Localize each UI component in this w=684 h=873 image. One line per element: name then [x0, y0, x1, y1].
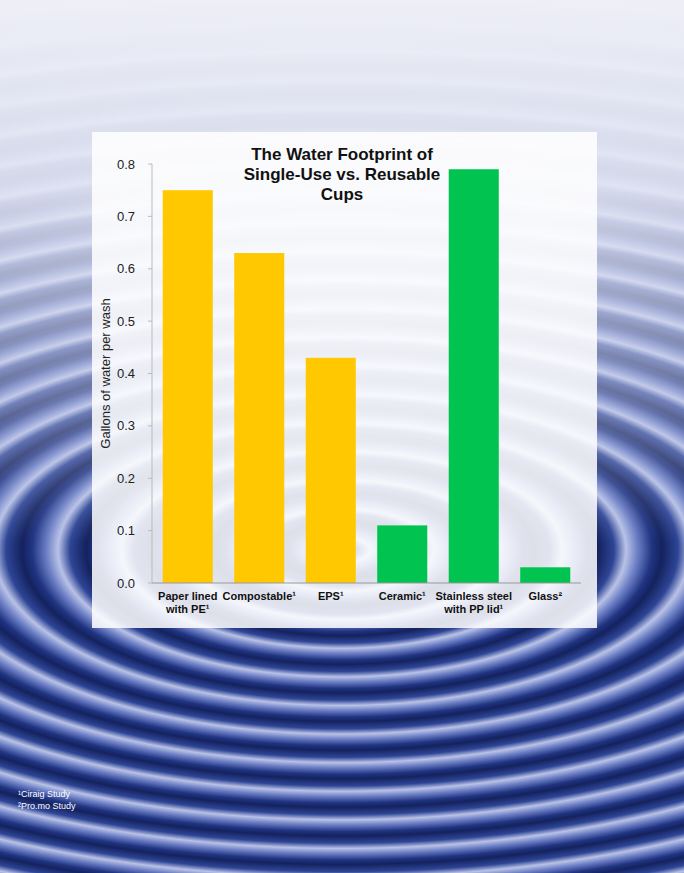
- y-tick: [148, 478, 152, 479]
- title-line: The Water Footprint of: [251, 145, 433, 164]
- y-tick-label: 0.4: [117, 366, 135, 381]
- title: The Water Footprint ofSingle-Use vs. Reu…: [244, 145, 441, 204]
- x-tick-label-line: Stainless steel: [436, 590, 512, 602]
- bar: [449, 169, 499, 583]
- x-tick-label: EPS¹: [318, 590, 344, 602]
- bar: [520, 567, 570, 583]
- panel: [92, 132, 597, 628]
- bar: [163, 190, 213, 583]
- x-tick-label: Glass²: [528, 590, 562, 602]
- y-axis-title: Gallons of water per wash: [98, 298, 113, 448]
- y-tick-label: 0.3: [117, 418, 135, 433]
- bar: [306, 358, 356, 583]
- title-line: Single-Use vs. Reusable: [244, 165, 441, 184]
- y-tick-label: 0.7: [117, 209, 135, 224]
- x-tick-label: Compostable¹: [223, 590, 297, 602]
- x-tick-label-line: with PE¹: [165, 603, 210, 615]
- y-tick: [148, 583, 152, 584]
- x-axis-line: [152, 583, 581, 584]
- footnote: ²Pro.mo Study: [18, 801, 76, 811]
- y-tick: [148, 425, 152, 426]
- chart: The Water Footprint ofSingle-Use vs. Reu…: [0, 0, 684, 873]
- x-tick-label: Stainless steelwith PP lid¹: [436, 590, 512, 615]
- y-tick: [148, 373, 152, 374]
- y-tick: [148, 530, 152, 531]
- bars: [163, 169, 571, 583]
- title-line: Cups: [321, 185, 364, 204]
- y-tick: [148, 321, 152, 322]
- bar: [377, 525, 427, 583]
- footnote: ¹Ciraig Study: [18, 789, 71, 799]
- x-tick-label-line: with PP lid¹: [443, 603, 503, 615]
- y-tick-label: 0.2: [117, 471, 135, 486]
- x-tick-label: Paper linedwith PE¹: [158, 590, 217, 615]
- y-tick-label: 0.0: [117, 576, 135, 591]
- y-tick-label: 0.1: [117, 523, 135, 538]
- y-tick: [148, 164, 152, 165]
- y-tick-label: 0.6: [117, 261, 135, 276]
- y-tick-label: 0.8: [117, 157, 135, 172]
- bar: [234, 253, 284, 583]
- x-tick-label-line: Paper lined: [158, 590, 217, 602]
- y-tick: [148, 216, 152, 217]
- y-tick: [148, 268, 152, 269]
- x-tick-label: Ceramic¹: [379, 590, 426, 602]
- y-tick-label: 0.5: [117, 314, 135, 329]
